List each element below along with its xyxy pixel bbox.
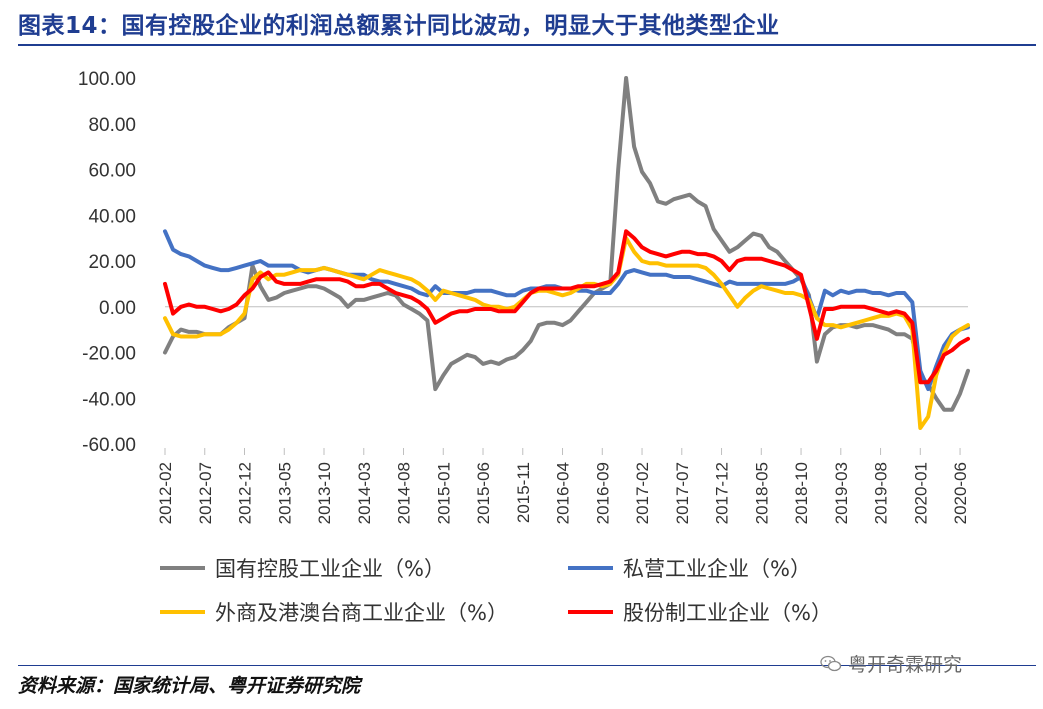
x-tick-label: 2015-06 xyxy=(474,462,493,524)
legend-label: 私营工业企业（%） xyxy=(623,557,811,581)
chart-title: 图表14：国有控股企业的利润总额累计同比波动，明显大于其他类型企业 xyxy=(18,13,780,39)
source-note: 资料来源：国家统计局、粤开证券研究院 xyxy=(18,675,361,697)
y-tick-label: 80.00 xyxy=(88,115,136,136)
y-tick-label: 40.00 xyxy=(88,206,136,227)
y-tick-label: -20.00 xyxy=(82,344,136,365)
y-tick-label: 60.00 xyxy=(88,161,136,182)
x-tick-label: 2017-07 xyxy=(673,462,692,524)
y-tick-label: -40.00 xyxy=(82,389,136,410)
chart-legend: 国有控股工业企业（%） 私营工业企业（%） 外商及港澳台商工业企业（%） 股份制工业企… xyxy=(160,557,832,625)
title-divider xyxy=(18,44,1036,46)
y-tick-label: 20.00 xyxy=(88,252,136,273)
x-tick-label: 2017-12 xyxy=(713,462,732,524)
series-line-1 xyxy=(163,76,970,412)
series-line-3 xyxy=(163,236,970,430)
x-tick-label: 2019-03 xyxy=(832,462,851,524)
x-tick-label: 2020-06 xyxy=(951,462,970,524)
x-tick-label: 2013-05 xyxy=(275,462,294,524)
x-tick-label: 2018-05 xyxy=(752,462,771,524)
watermark-text: 粤开奇霖研究 xyxy=(848,654,963,676)
x-tick-label: 2013-10 xyxy=(315,462,334,524)
series-line-4 xyxy=(163,229,970,385)
x-tick-label: 2019-08 xyxy=(872,462,891,524)
wechat-icon xyxy=(820,655,842,671)
x-tick-label: 2012-02 xyxy=(156,462,175,524)
x-tick-label: 2015-11 xyxy=(514,462,533,523)
watermark: 粤开奇霖研究 xyxy=(820,650,962,677)
y-tick-label: -60.00 xyxy=(82,435,136,456)
x-tick-label: 2014-08 xyxy=(395,462,414,524)
y-tick-label: 0.00 xyxy=(99,298,136,319)
x-tick-label: 2020-01 xyxy=(911,462,930,524)
x-tick-label: 2012-07 xyxy=(196,462,215,524)
legend-label: 股份制工业企业（%） xyxy=(623,601,832,625)
series-line-2 xyxy=(163,229,970,392)
x-tick-label: 2015-01 xyxy=(434,462,453,524)
legend-label: 外商及港澳台商工业企业（%） xyxy=(215,601,508,625)
x-tick-label: 2016-04 xyxy=(554,462,573,524)
x-axis: 2012-02 2012-07 2012-12 2013-05 2013-10 2014-… xyxy=(156,306,970,524)
y-axis: 100.00 80.00 60.00 40.00 20.00 0.00 -20.00 -40.… xyxy=(78,69,136,456)
x-tick-label: 2016-09 xyxy=(593,462,612,524)
x-tick-label: 2014-03 xyxy=(355,462,374,524)
source-divider xyxy=(18,665,1036,666)
x-tick-label: 2012-12 xyxy=(236,462,255,524)
x-tick-label: 2017-02 xyxy=(633,462,652,524)
series-lines xyxy=(163,76,970,430)
legend-label: 国有控股工业企业（%） xyxy=(215,557,445,581)
x-tick-label: 2018-10 xyxy=(792,462,811,524)
y-tick-label: 100.00 xyxy=(78,69,136,90)
